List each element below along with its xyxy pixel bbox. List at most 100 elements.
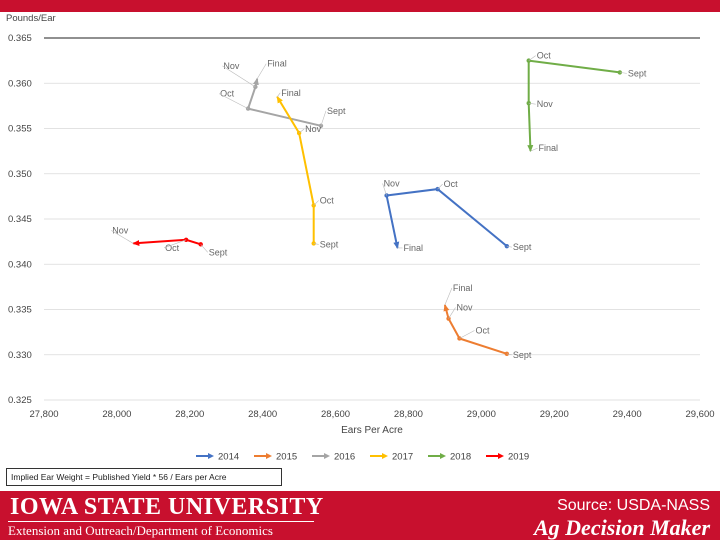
y-tick-label: 0.340 [8, 259, 32, 270]
x-axis-label: Ears Per Acre [341, 425, 403, 436]
point-label: Nov [112, 225, 129, 235]
point-label: Sept [327, 106, 346, 116]
label-leader [528, 55, 536, 61]
university-wordmark: IOWA STATE UNIVERSITY [10, 494, 324, 520]
x-tick-label: 28,800 [394, 409, 423, 420]
x-tick-label: 28,200 [175, 409, 204, 420]
point-label: Final [404, 243, 424, 253]
point-label: Oct [475, 325, 490, 335]
y-tick-label: 0.350 [8, 169, 32, 180]
label-leader [313, 243, 319, 245]
series-line-2018 [527, 59, 620, 153]
extension-text: Extension and Outreach/Department of Eco… [8, 523, 273, 538]
legend-item-2014: 2014 [196, 452, 239, 463]
point-label: Nov [384, 178, 401, 188]
point-label: Final [281, 88, 301, 98]
legend-arrow [208, 453, 214, 459]
data-point [253, 84, 258, 90]
ear-weight-chart: 0.325 0.330 0.335 0.340 0.345 0.350 0.355 0.360… [6, 13, 715, 463]
point-label: Nov [457, 303, 474, 313]
legend-item-2019: 2019 [486, 452, 529, 463]
series-line-2015 [443, 304, 508, 355]
x-tick-label: 29,000 [467, 409, 496, 420]
series-line-2014 [385, 188, 508, 249]
wordmark-rule [8, 521, 314, 522]
point-label: Sept [513, 350, 532, 360]
point-labels: Sept Oct Nov Final Sept Oct Nov Final Sept Oct Nov… [111, 51, 647, 360]
label-leader [448, 307, 456, 319]
y-tick-label: 0.355 [8, 124, 32, 135]
label-leader [528, 102, 536, 105]
legend-arrow [324, 453, 330, 459]
label-leader [164, 239, 187, 249]
y-tick-label: 0.335 [8, 305, 32, 316]
label-leader [313, 200, 319, 206]
formula-note: Implied Ear Weight = Published Yield * 5… [6, 468, 282, 486]
legend: 2014 2015 2016 2017 2018 2019 [196, 452, 529, 463]
data-point [504, 243, 510, 249]
y-tick-label: 0.345 [8, 214, 32, 225]
point-label: Final [453, 283, 473, 293]
y-tick-label: 0.365 [8, 33, 32, 44]
legend-arrow [498, 453, 504, 459]
label-leader [222, 65, 256, 88]
legend-label: 2016 [334, 452, 355, 463]
legend-item-2015: 2015 [254, 452, 297, 463]
x-tick-label: 28,000 [102, 409, 131, 420]
legend-arrow [382, 453, 388, 459]
point-label: Final [539, 143, 559, 153]
label-leader [619, 72, 627, 74]
y-axis-label: Pounds/Ear [6, 13, 56, 24]
label-leader [459, 330, 475, 339]
label-leader [111, 230, 134, 244]
y-tick-label: 0.330 [8, 350, 32, 361]
label-leader [200, 244, 208, 253]
label-leader [444, 287, 453, 306]
axes: 0.325 0.330 0.335 0.340 0.345 0.350 0.355 0.360… [8, 33, 715, 420]
label-leader [256, 63, 267, 79]
label-leader [298, 128, 305, 134]
x-tick-label: 29,200 [540, 409, 569, 420]
x-tick-label: 27,800 [29, 409, 58, 420]
point-label: Sept [628, 68, 647, 78]
legend-label: 2019 [508, 452, 529, 463]
label-leader [530, 147, 538, 152]
point-label: Nov [305, 124, 322, 134]
legend-item-2018: 2018 [428, 452, 471, 463]
top-red-bar [0, 0, 720, 12]
point-label: Oct [220, 89, 235, 99]
legend-arrow [440, 453, 446, 459]
label-leader [437, 183, 443, 190]
brand-text: Ag Decision Maker [534, 515, 710, 540]
point-label: Sept [513, 242, 532, 252]
label-leader [506, 245, 512, 248]
y-tick-label: 0.325 [8, 395, 32, 406]
x-tick-label: 29,600 [685, 409, 714, 420]
point-label: Sept [209, 247, 228, 257]
source-text: Source: USDA-NASS [557, 497, 710, 514]
point-label: Oct [320, 195, 335, 205]
legend-item-2016: 2016 [312, 452, 355, 463]
data-point [504, 351, 510, 357]
point-label: Nov [537, 99, 554, 109]
point-label: Final [267, 59, 287, 69]
series-line-2016 [246, 77, 322, 127]
point-label: Oct [444, 179, 459, 189]
point-label: Nov [223, 61, 240, 71]
legend-label: 2015 [276, 452, 297, 463]
legend-label: 2017 [392, 452, 413, 463]
label-leader [218, 93, 249, 109]
label-leader [277, 92, 281, 98]
x-tick-label: 28,400 [248, 409, 277, 420]
label-leader [506, 353, 512, 356]
legend-label: 2018 [450, 452, 471, 463]
label-leader [320, 110, 327, 126]
point-label: Sept [320, 239, 339, 249]
point-label: Oct [165, 243, 180, 253]
legend-item-2017: 2017 [370, 452, 413, 463]
legend-arrow [266, 453, 272, 459]
point-label: Oct [537, 51, 552, 61]
grid-lines [44, 37, 700, 401]
x-tick-label: 29,400 [613, 409, 642, 420]
series-line-2017 [276, 95, 315, 244]
